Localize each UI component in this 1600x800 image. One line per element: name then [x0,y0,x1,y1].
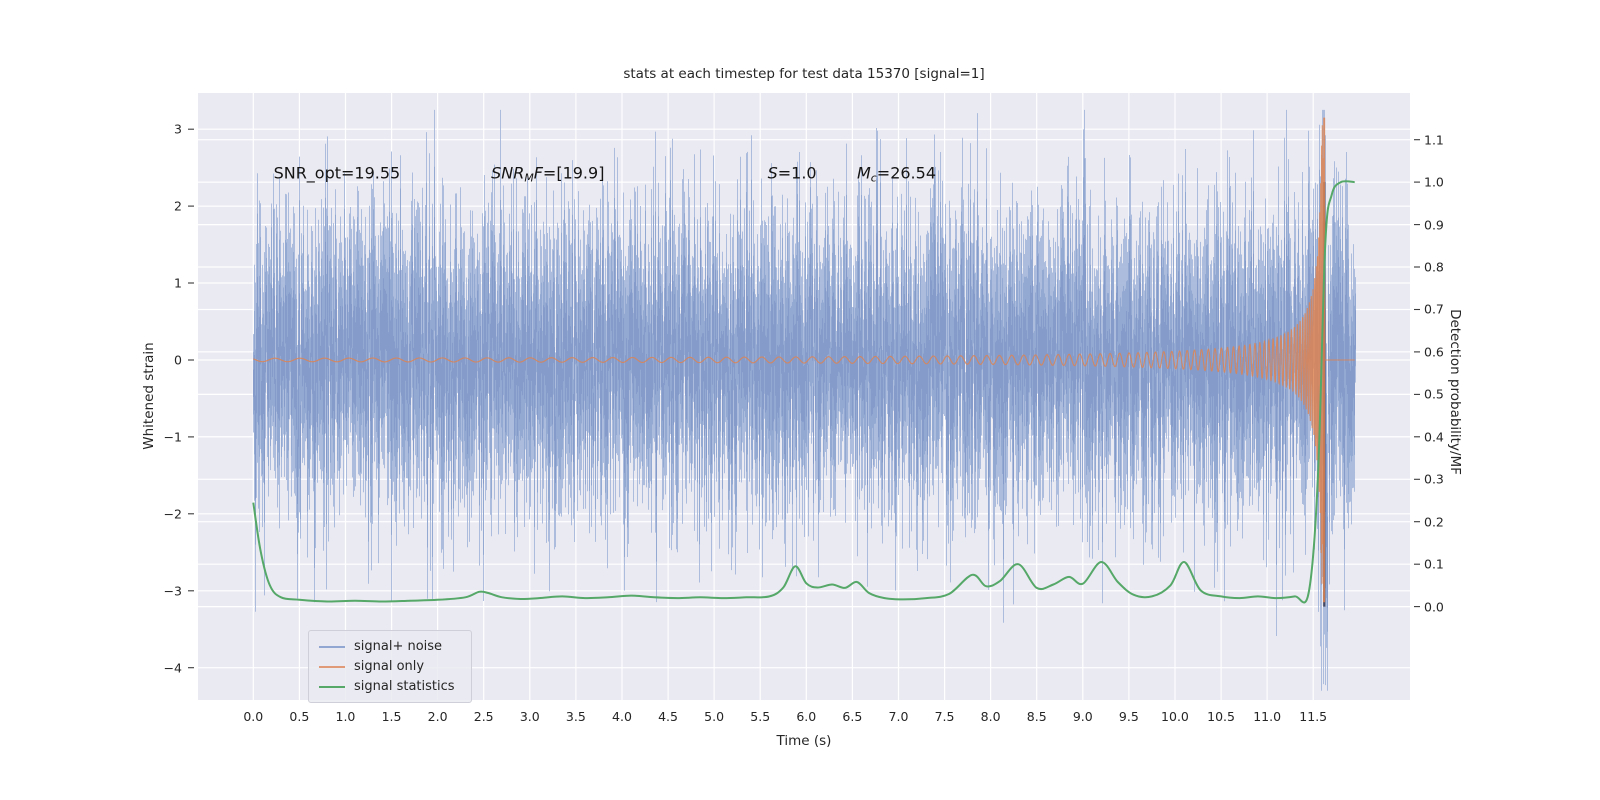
annotation-text: M [856,163,871,183]
left-tick-label: −2 [163,506,182,522]
annotation-text: SNR_opt=19.55 [273,163,401,183]
x-tick-label: 1.0 [335,709,356,724]
x-tick-label: 6.5 [842,709,863,724]
x-tick-label: 7.5 [934,709,955,724]
right-tick-label: 0.5 [1424,386,1444,402]
annotation-text: SNR [491,163,525,183]
legend-line-swatch [319,665,345,668]
x-tick-label: 3.5 [565,709,586,724]
legend-line-swatch [319,645,345,648]
right-tick-label: 0.0 [1424,599,1444,615]
x-tick-label: 0.5 [289,709,310,724]
right-tick-label: 0.7 [1424,301,1444,317]
right-tick-label: 0.4 [1424,429,1444,445]
annotation-text: =[19.9] [542,163,605,183]
x-tick-label: 11.0 [1253,709,1282,724]
annotation-text: S [767,163,778,183]
legend-item: signal+ noise [319,639,455,654]
x-tick-label: 0.0 [243,709,264,724]
annotation-text: =26.54 [876,163,936,183]
left-tick-label: −4 [163,660,182,676]
x-tick-label: 10.0 [1161,709,1189,724]
x-tick-label: 4.5 [658,709,678,724]
legend-item: signal statistics [319,679,455,694]
x-tick-label: 1.5 [381,709,402,724]
x-tick-label: 10.5 [1207,709,1235,724]
annotation: SNR_opt=19.55 [274,163,401,182]
x-tick-label: 4.0 [612,709,632,724]
legend-line-swatch [319,685,345,688]
x-axis-label: Time (s) [776,733,832,749]
legend-item: signal only [319,659,455,674]
x-tick-label: 3.0 [519,709,540,724]
x-tick-label: 5.0 [704,709,725,724]
right-tick-label: 0.3 [1424,471,1444,487]
annotation: Mc=26.54 [856,163,936,185]
legend-label: signal+ noise [354,639,443,654]
right-tick-label: 1.1 [1424,132,1444,148]
right-tick-label: 0.6 [1424,344,1444,360]
x-tick-label: 9.5 [1118,709,1139,724]
right-tick-label: 0.1 [1424,556,1444,572]
x-tick-label: 5.5 [750,709,771,724]
x-tick-label: 6.0 [796,709,817,724]
x-tick-label: 11.5 [1299,709,1328,724]
x-tick-label: 8.5 [1026,709,1047,724]
annotation-text: F [533,163,543,183]
legend-label: signal statistics [354,679,455,694]
left-tick-label: −1 [163,429,182,445]
x-tick-label: 7.0 [888,709,909,724]
annotation-text: =1.0 [777,163,817,183]
x-tick-label: 9.0 [1072,709,1093,724]
annotation: SNRMF=[19.9] [491,163,605,185]
right-tick-label: 0.9 [1424,217,1444,233]
left-tick-label: 0 [174,352,182,368]
x-tick-label: 2.5 [473,709,494,724]
annotation-text: c [870,171,877,185]
legend-label: signal only [354,659,425,674]
left-tick-label: 2 [174,198,182,214]
annotation: S=1.0 [768,163,817,182]
right-axis-label: Detection probability/MF [1447,309,1463,475]
plot-title: stats at each timestep for test data 153… [623,66,985,82]
x-tick-label: 8.0 [980,709,1001,724]
annotation-text: M [524,171,534,185]
left-tick-label: −3 [163,583,182,599]
x-tick-label: 2.0 [427,709,448,724]
left-tick-label: 3 [174,121,182,137]
legend: signal+ noise signal only signal statistic… [308,630,472,703]
right-tick-label: 0.2 [1424,514,1444,530]
right-tick-label: 1.0 [1424,174,1444,190]
left-tick-label: 1 [174,275,182,291]
right-tick-label: 0.8 [1424,259,1444,275]
